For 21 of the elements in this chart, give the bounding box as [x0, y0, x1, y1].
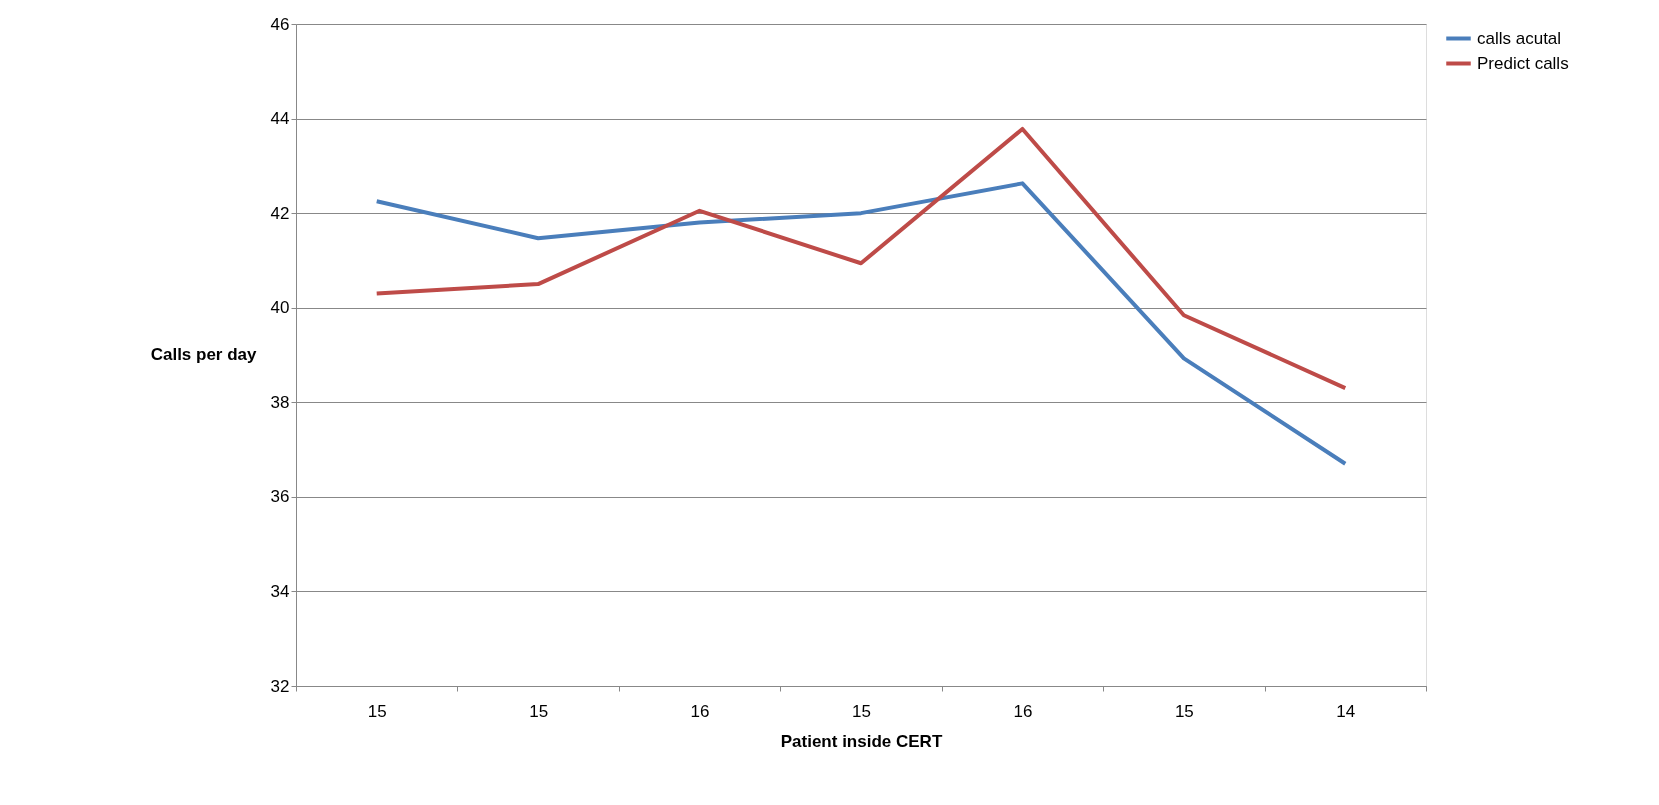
x-tick-label: 15	[852, 701, 871, 721]
x-tick-label: 16	[1013, 701, 1033, 721]
y-tick-label: 32	[270, 676, 290, 696]
y-tick-label: 44	[270, 109, 290, 129]
line-series	[374, 126, 1348, 391]
y-tick-label: 40	[270, 298, 290, 318]
x-tick-label: 15	[1174, 701, 1194, 721]
x-tick-label: 16	[690, 701, 710, 721]
y-tick-label: 42	[270, 203, 290, 223]
x-tick-label: 14	[1336, 701, 1356, 721]
y-tick-label: 46	[270, 14, 290, 34]
line-series	[374, 181, 1348, 466]
x-axis-title: Patient inside CERT	[780, 731, 943, 751]
legend-label: calls acutal	[1477, 28, 1562, 48]
x-tick-label: 15	[529, 701, 549, 721]
y-tick-label: 36	[270, 487, 290, 507]
y-axis-title: Calls per day	[150, 344, 258, 364]
y-tick-label: 34	[270, 581, 290, 601]
x-tick-label: 15	[367, 701, 387, 721]
y-tick-label: 38	[270, 392, 290, 412]
legend-label: Predict calls	[1477, 53, 1569, 73]
